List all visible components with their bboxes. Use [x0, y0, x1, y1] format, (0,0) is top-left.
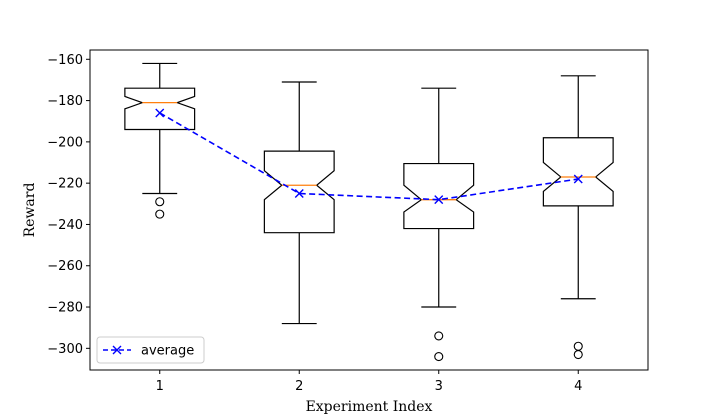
box-group-3 — [403, 87, 475, 362]
average-point — [155, 108, 165, 118]
x-tick-label: 4 — [574, 379, 582, 394]
outlier-point — [573, 349, 583, 360]
y-tick-label: −300 — [47, 342, 83, 357]
outlier-point — [573, 341, 583, 351]
y-axis-title: Reward — [22, 183, 38, 238]
legend-marker-average — [112, 345, 122, 355]
y-tick-label: −180 — [47, 94, 83, 109]
y-tick-label: −200 — [47, 135, 83, 150]
legend-box — [96, 336, 205, 364]
box-body — [403, 162, 475, 230]
average-point — [434, 195, 444, 205]
outlier-point — [434, 331, 444, 341]
axes-frame — [89, 49, 649, 371]
outlier-point — [155, 209, 165, 219]
x-axis-title: Experiment Index — [306, 399, 433, 415]
legend: average — [96, 336, 205, 364]
y-tick-label: −160 — [47, 53, 83, 68]
axis-ticks: −160 −180 −200 −220 −240 −260 −280 −300 1 2 3 4 — [47, 53, 582, 394]
average-series — [155, 108, 583, 205]
outlier-point — [155, 197, 165, 207]
x-tick-label: 3 — [435, 379, 443, 394]
boxes — [124, 62, 614, 362]
box-group-4 — [542, 75, 614, 360]
outlier-point — [434, 352, 444, 362]
y-tick-label: −240 — [47, 218, 83, 233]
average-line — [159, 112, 579, 201]
average-point — [573, 174, 583, 184]
box-body — [263, 150, 335, 234]
legend-label-average: average — [141, 344, 194, 359]
box-group-1 — [124, 62, 196, 219]
y-tick-label: −280 — [47, 301, 83, 316]
x-tick-label: 2 — [295, 379, 303, 394]
x-tick-label: 1 — [156, 379, 164, 394]
y-tick-label: −260 — [47, 259, 83, 274]
box-body — [542, 137, 614, 207]
box-group-2 — [263, 81, 335, 325]
box-body — [124, 87, 196, 131]
average-point — [294, 188, 304, 198]
y-tick-label: −220 — [47, 177, 83, 192]
